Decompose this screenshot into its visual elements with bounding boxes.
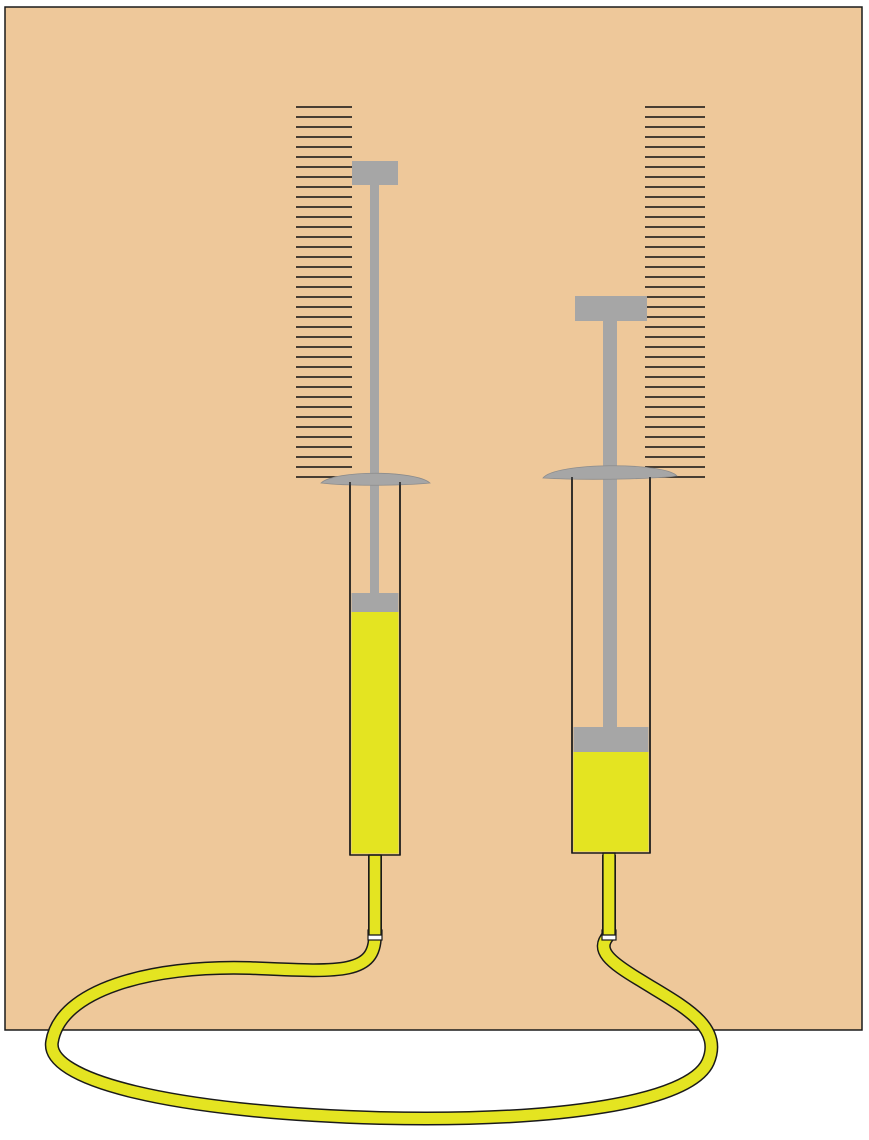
right-syringe-plunger-head bbox=[573, 727, 649, 752]
right-syringe-liquid bbox=[573, 752, 649, 852]
right-syringe-flange bbox=[542, 465, 678, 480]
right-syringe-thumb-press bbox=[575, 296, 647, 321]
left-syringe-liquid bbox=[351, 612, 399, 854]
right-syringe-plunger-rod bbox=[603, 318, 617, 728]
syringe-small-icon bbox=[320, 161, 431, 936]
left-syringe-thumb-press bbox=[352, 161, 398, 185]
graduated-scale-right bbox=[645, 106, 705, 478]
left-syringe-nozzle bbox=[368, 854, 382, 936]
tube-liquid bbox=[46, 855, 717, 1124]
background-board bbox=[4, 6, 863, 1031]
left-syringe-plunger-rod bbox=[370, 183, 379, 593]
syringe-large-icon bbox=[542, 296, 678, 936]
left-syringe-plunger-head bbox=[351, 593, 399, 612]
right-syringe-nozzle bbox=[602, 852, 616, 936]
